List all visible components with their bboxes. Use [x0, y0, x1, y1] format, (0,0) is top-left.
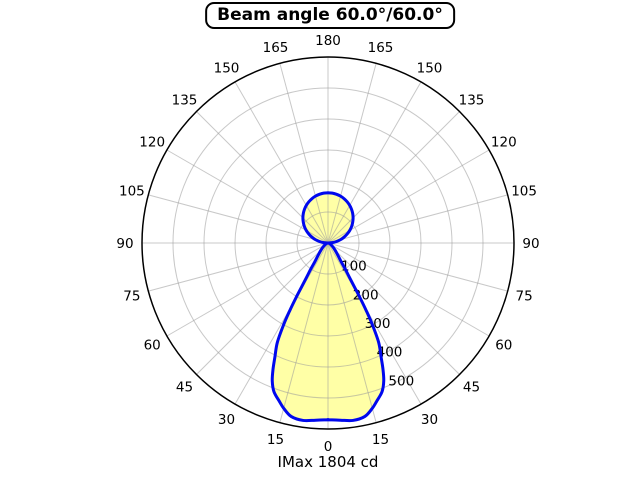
main-beam-down-curve: [270, 241, 386, 423]
angle-tick-label-15: 15: [372, 432, 389, 448]
imax-caption: IMax 1804 cd: [277, 453, 379, 471]
angle-tick-label-30: 30: [218, 412, 235, 428]
polar-outline: [141, 56, 515, 430]
angle-tick-label-165: 165: [368, 40, 394, 56]
angle-tick-label-75: 75: [123, 289, 140, 305]
chart-title-box: Beam angle 60.0°/60.0°: [205, 2, 455, 29]
angle-tick-label-105: 105: [119, 184, 145, 200]
angle-tick-label-45: 45: [463, 380, 480, 396]
angle-tick-label-165: 165: [263, 40, 289, 56]
angle-tick-label-180: 180: [315, 33, 341, 49]
angle-tick-label-135: 135: [172, 93, 198, 109]
radial-tick-label: 400: [377, 345, 403, 361]
angle-tick-label-150: 150: [417, 60, 443, 76]
angle-tick-label-30: 30: [421, 412, 438, 428]
back-lobe-up-curve: [301, 191, 355, 245]
angle-tick-label-60: 60: [495, 338, 512, 354]
angle-tick-label-90: 90: [116, 236, 133, 252]
radial-tick-label: 500: [388, 373, 414, 389]
angle-tick-label-45: 45: [176, 380, 193, 396]
chart-title: Beam angle 60.0°/60.0°: [217, 5, 443, 25]
angle-tick-label-75: 75: [516, 289, 533, 305]
angle-tick-label-105: 105: [511, 184, 537, 200]
angle-tick-label-90: 90: [522, 236, 539, 252]
angle-tick-label-120: 120: [491, 135, 517, 151]
angle-tick-label-0: 0: [324, 439, 333, 455]
angle-tick-label-60: 60: [144, 338, 161, 354]
angle-tick-label-120: 120: [139, 135, 165, 151]
angle-tick-label-15: 15: [267, 432, 284, 448]
angle-tick-label-150: 150: [214, 60, 240, 76]
angle-tick-label-135: 135: [459, 93, 485, 109]
